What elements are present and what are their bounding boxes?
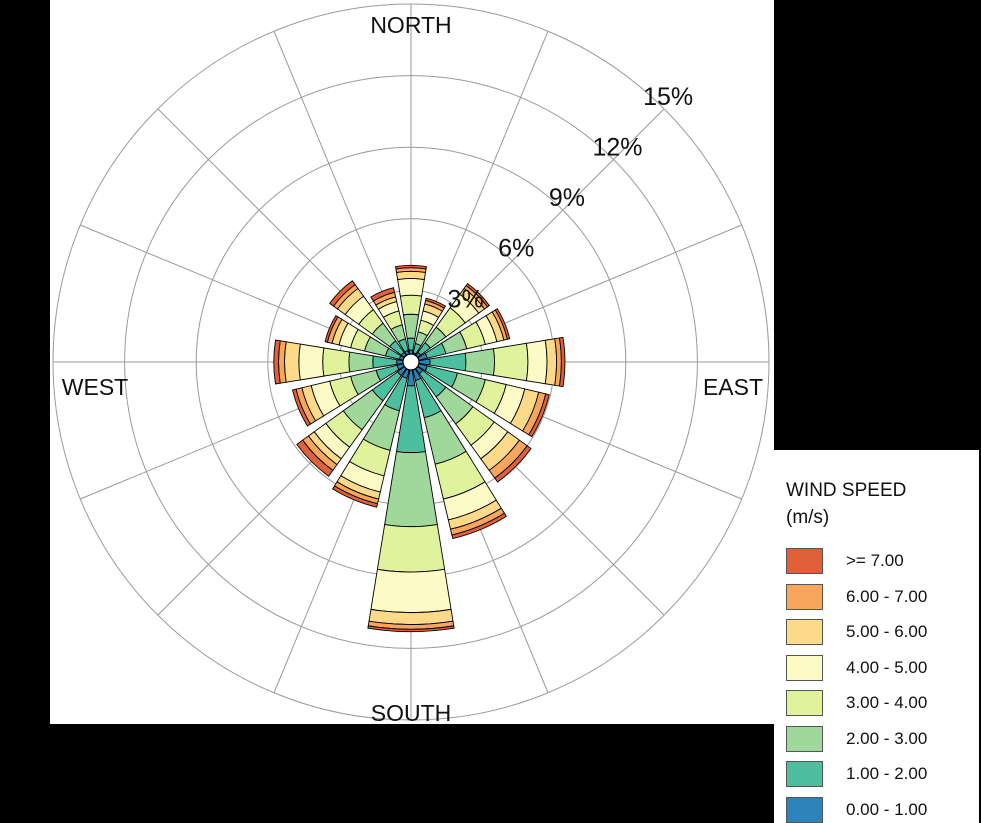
petal-WNW-bin-7 bbox=[324, 314, 339, 343]
compass-label-east: EAST bbox=[703, 374, 763, 400]
petal-E-bin-7 bbox=[558, 336, 566, 388]
petal-SSE-bin-7 bbox=[451, 512, 507, 540]
legend-swatch bbox=[786, 619, 823, 645]
legend-swatch bbox=[786, 725, 823, 752]
plot-panel: 3% 6% 9% 12% 15% NORTH EAST SOUTH WEST bbox=[50, 0, 774, 724]
petal-NE-bin-7 bbox=[465, 282, 491, 308]
ring-label-15: 15% bbox=[643, 83, 693, 111]
legend-label: 2.00 - 3.00 bbox=[846, 728, 928, 748]
ring-label-9: 9% bbox=[549, 184, 585, 212]
legend-swatch bbox=[786, 583, 823, 610]
petal-E-bin-5 bbox=[544, 338, 557, 386]
petal-W-bin-0 bbox=[396, 359, 404, 365]
petal-W-bin-4 bbox=[298, 343, 325, 381]
petal-N-bin-7 bbox=[395, 264, 427, 270]
petal-SE-bin-7 bbox=[494, 445, 532, 483]
petal-SSW-bin-7 bbox=[332, 485, 379, 508]
legend-label: 0.00 - 1.00 bbox=[846, 799, 928, 819]
petal-NNW-bin-7 bbox=[370, 287, 396, 302]
petal-NW-bin-7 bbox=[329, 280, 356, 307]
petal-N-bin-4 bbox=[397, 278, 425, 297]
legend-swatch bbox=[786, 654, 823, 681]
petal-W-bin-7 bbox=[273, 339, 281, 385]
compass-label-west: WEST bbox=[62, 374, 128, 400]
legend-swatch bbox=[786, 761, 823, 787]
legend-swatch bbox=[786, 796, 823, 823]
legend-label: 5.00 - 6.00 bbox=[846, 622, 928, 641]
petal-N-bin-5 bbox=[395, 270, 427, 281]
petal-W-bin-3 bbox=[322, 347, 351, 377]
legend: WIND SPEED (m/s) >= 7.00 6.00 - 7.00 5.00 … bbox=[774, 450, 979, 823]
legend-title: WIND SPEED bbox=[786, 480, 907, 501]
petal-ESE-bin-7 bbox=[528, 393, 550, 438]
petal-N-bin-3 bbox=[399, 294, 423, 316]
petal-S-bin-2 bbox=[384, 451, 438, 528]
petal-S-bin-7 bbox=[367, 625, 455, 633]
legend-label: 1.00 - 2.00 bbox=[846, 764, 928, 783]
ring-label-12: 12% bbox=[592, 133, 642, 161]
petal-WSW-bin-7 bbox=[291, 388, 312, 427]
petal-NNE-bin-7 bbox=[425, 297, 447, 309]
petal-S-bin-4 bbox=[370, 568, 452, 613]
petal-E-bin-3 bbox=[492, 342, 529, 382]
legend-swatch bbox=[786, 690, 823, 716]
ring-label-3: 3% bbox=[448, 285, 484, 313]
petal-W-bin-2 bbox=[348, 351, 374, 373]
petal-SW-bin-7 bbox=[296, 439, 334, 477]
legend-unit: (m/s) bbox=[786, 507, 830, 528]
petal-ENE-bin-7 bbox=[494, 308, 511, 340]
petal-S-bin-3 bbox=[376, 524, 446, 573]
legend-label: 3.00 - 4.00 bbox=[846, 693, 928, 712]
compass-label-north: NORTH bbox=[370, 12, 451, 38]
petal-E-bin-4 bbox=[525, 339, 548, 385]
compass-label-south: SOUTH bbox=[371, 700, 452, 724]
legend-label: 6.00 - 7.00 bbox=[846, 586, 928, 606]
legend-label: >= 7.00 bbox=[846, 551, 904, 570]
legend-label: 4.00 - 5.00 bbox=[846, 657, 928, 677]
legend-swatch bbox=[786, 548, 823, 574]
ring-label-6: 6% bbox=[498, 235, 534, 263]
center-hole bbox=[402, 353, 420, 371]
petal-W-bin-5 bbox=[284, 341, 301, 383]
petal-E-bin-2 bbox=[464, 348, 495, 376]
petal-N-bin-1 bbox=[406, 337, 416, 351]
wind-rose-chart: 3% 6% 9%12%15% NORTH EAST SOUTH WEST bbox=[52, 3, 770, 724]
petal-N-bin-2 bbox=[402, 313, 420, 339]
